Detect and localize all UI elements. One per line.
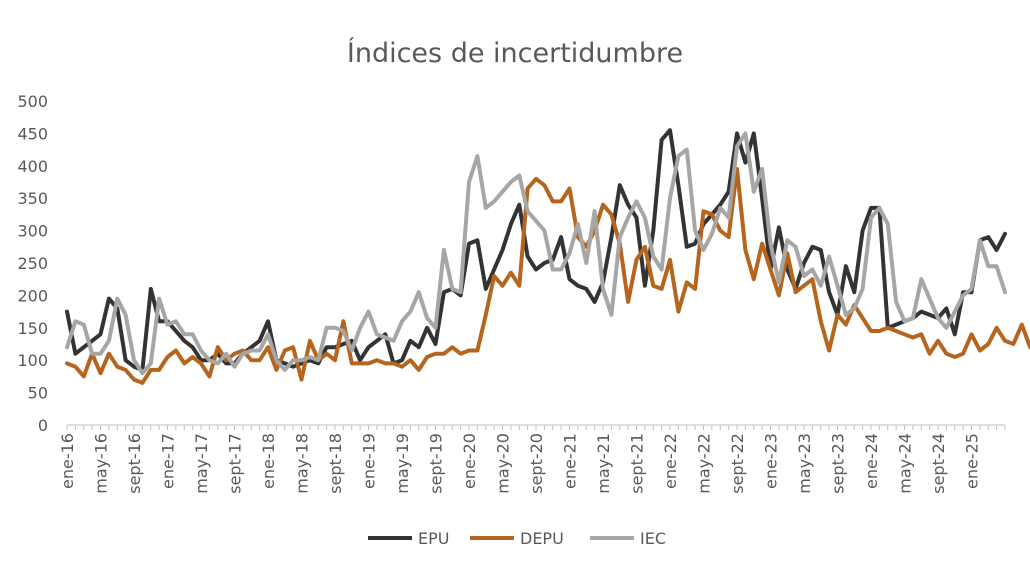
x-tick-label: sept-18 <box>326 433 345 494</box>
x-tick-label: ene-25 <box>963 433 982 489</box>
y-tick-label: 200 <box>17 286 48 305</box>
x-tick-label: sept-17 <box>226 433 245 494</box>
legend-label-depu: DEPU <box>520 529 564 548</box>
y-tick-label: 450 <box>17 124 48 143</box>
x-tick-label: may-19 <box>393 433 412 494</box>
y-tick-label: 400 <box>17 157 48 176</box>
x-tick-label: may-24 <box>896 433 915 494</box>
x-tick-label: ene-24 <box>862 433 881 489</box>
x-tick-label: ene-18 <box>259 433 278 489</box>
x-tick-label: may-23 <box>795 433 814 494</box>
y-axis: 0 50 100 150 200 250 300 350 400 450 500 <box>17 92 48 435</box>
x-tick-label: ene-21 <box>561 433 580 489</box>
x-axis: ene-16 may-16 sept-16 ene-17 may-17 sept-17 en… <box>58 424 1006 494</box>
x-tick-label: sept-21 <box>628 433 647 494</box>
x-tick-label: sept-19 <box>427 433 446 494</box>
series-lines <box>65 128 1030 385</box>
y-tick-label: 250 <box>17 254 48 273</box>
x-tick-label: may-21 <box>594 433 613 494</box>
x-tick-label: ene-16 <box>58 433 77 489</box>
x-tick-label: sept-24 <box>929 433 948 494</box>
legend-label-epu: EPU <box>418 529 449 548</box>
y-tick-label: 100 <box>17 351 48 370</box>
x-tick-label: may-16 <box>92 433 111 494</box>
y-tick-label: 350 <box>17 189 48 208</box>
x-tick-label: may-17 <box>192 433 211 494</box>
chart-title: Índices de incertidumbre <box>347 37 683 69</box>
y-tick-label: 50 <box>28 384 48 403</box>
legend: EPU DEPU IEC <box>368 529 666 548</box>
x-tick-label: may-20 <box>494 433 513 494</box>
legend-label-iec: IEC <box>640 529 666 548</box>
x-tick-label: may-22 <box>695 433 714 494</box>
x-tick-label: sept-16 <box>125 433 144 494</box>
y-tick-label: 0 <box>38 416 48 435</box>
x-tick-label: ene-23 <box>762 433 781 489</box>
y-tick-label: 300 <box>17 222 48 241</box>
x-tick-label: sept-23 <box>829 433 848 494</box>
series-line-epu <box>65 128 1007 372</box>
y-tick-label: 500 <box>17 92 48 111</box>
x-tick-label: sept-20 <box>527 433 546 494</box>
x-tick-label: ene-17 <box>159 433 178 489</box>
series-line-iec <box>65 131 1007 376</box>
x-tick-label: ene-19 <box>360 433 379 489</box>
y-tick-label: 150 <box>17 319 48 338</box>
x-tick-label: may-18 <box>293 433 312 494</box>
x-tick-label: ene-22 <box>661 433 680 489</box>
x-tick-label: ene-20 <box>460 433 479 489</box>
x-tick-label: sept-22 <box>728 433 747 494</box>
